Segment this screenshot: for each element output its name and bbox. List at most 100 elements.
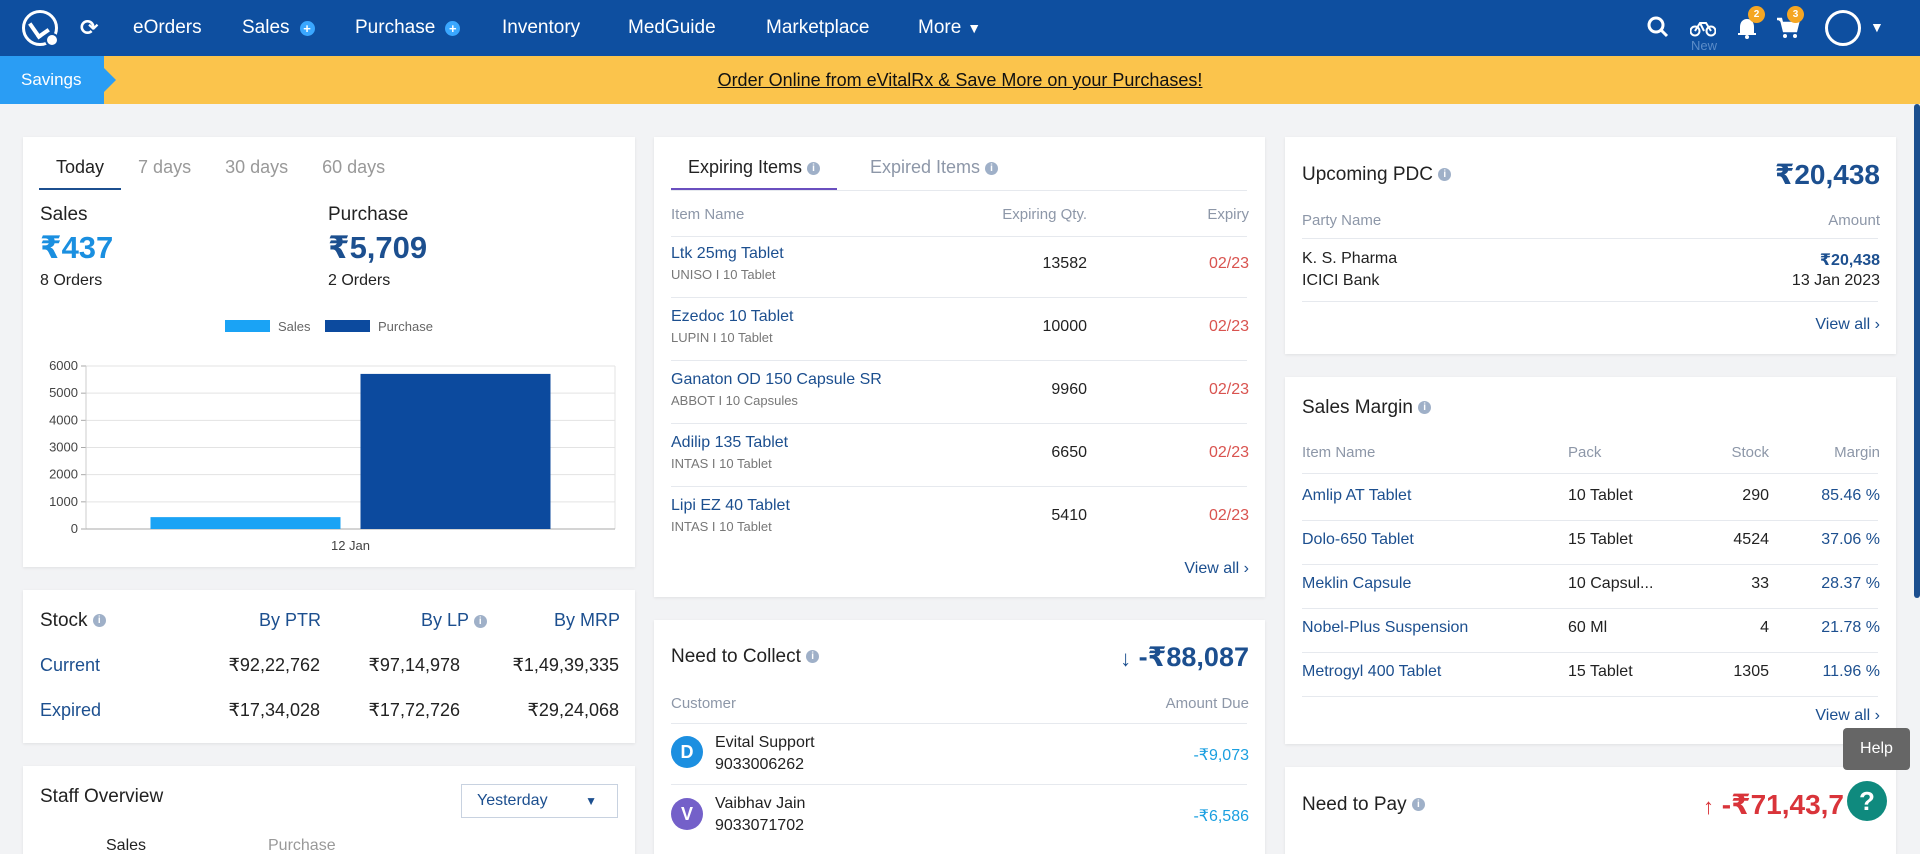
tab-30-days[interactable]: 30 days bbox=[225, 157, 289, 177]
pdc-info-icon[interactable]: i bbox=[1438, 168, 1452, 182]
pdc-row-divider bbox=[1302, 301, 1878, 302]
row-divider bbox=[671, 784, 1247, 785]
arrow-down-icon: ↓ bbox=[1120, 646, 1132, 671]
nav-purchase[interactable]: Purchase + bbox=[355, 17, 461, 39]
pdc-date: 13 Jan 2023 bbox=[1791, 272, 1880, 289]
col-by-lp[interactable]: By LP i bbox=[421, 610, 487, 631]
expired-info-icon[interactable]: i bbox=[985, 161, 999, 175]
stock-expired-ptr: ₹17,34,028 bbox=[228, 700, 320, 720]
legend-swatch bbox=[225, 320, 270, 332]
search-icon[interactable] bbox=[1647, 16, 1669, 38]
help-tooltip: Help bbox=[1843, 728, 1910, 770]
tab-expired-items[interactable]: Expired Items i bbox=[870, 157, 999, 178]
sales-plus-icon[interactable]: + bbox=[299, 20, 315, 36]
collect-header-divider bbox=[671, 723, 1247, 724]
tab-expiring-items[interactable]: Expiring Items i bbox=[671, 151, 838, 190]
item-name-link[interactable]: Lipi EZ 40 Tablet bbox=[671, 497, 790, 514]
nav-eorders-label: eOrders bbox=[133, 17, 202, 38]
refresh-icon[interactable]: ⟳ bbox=[80, 15, 99, 40]
nav-sales[interactable]: Sales + bbox=[242, 17, 315, 39]
nav-marketplace-label: Marketplace bbox=[766, 17, 870, 38]
cart-icon[interactable] bbox=[1776, 17, 1800, 39]
collect-info-icon[interactable]: i bbox=[806, 650, 820, 664]
margin-item-link[interactable]: Meklin Capsule bbox=[1302, 575, 1412, 592]
expiry-date: 02/23 bbox=[1208, 318, 1249, 335]
row-divider bbox=[1302, 564, 1878, 565]
nav-marketplace[interactable]: Marketplace bbox=[766, 17, 870, 39]
help-button[interactable]: ? bbox=[1847, 781, 1887, 821]
expiry-date: 02/23 bbox=[1208, 255, 1249, 272]
margin-title-text: Sales Margin bbox=[1302, 397, 1413, 418]
arrow-up-icon: ↑ bbox=[1703, 794, 1714, 819]
item-name-link[interactable]: Adilip 135 Tablet bbox=[671, 434, 789, 451]
pdc-title-text: Upcoming PDC bbox=[1302, 164, 1433, 185]
tab-today[interactable]: Today bbox=[39, 151, 122, 190]
stock-info-icon[interactable]: i bbox=[92, 614, 106, 628]
nav-more[interactable]: More ▼ bbox=[918, 17, 981, 39]
notification-badge: 2 bbox=[1748, 6, 1765, 23]
expiring-items-card: Expiring Items i Expired Items i Item Na… bbox=[654, 137, 1265, 597]
upcoming-pdc-card: Upcoming PDC i ₹20,438 Party Name Amount… bbox=[1285, 137, 1896, 354]
pdc-party: K. S. Pharma bbox=[1302, 250, 1398, 267]
row-divider bbox=[671, 360, 1247, 361]
tab-7-days[interactable]: 7 days bbox=[138, 157, 192, 177]
margin-item-link[interactable]: Amlip AT Tablet bbox=[1302, 487, 1412, 504]
purchase-plus-icon[interactable]: + bbox=[445, 20, 461, 36]
page-scrollbar[interactable] bbox=[1914, 104, 1920, 598]
customer-name[interactable]: Vaibhav Jain bbox=[715, 795, 806, 812]
tab-expired-text: Expired Items bbox=[870, 157, 981, 177]
expiring-qty: 10000 bbox=[1042, 318, 1088, 335]
customer-phone: 9033071702 bbox=[715, 817, 804, 834]
margin-item-link[interactable]: Metrogyl 400 Tablet bbox=[1302, 663, 1442, 680]
app-logo[interactable] bbox=[22, 10, 59, 47]
col-by-ptr[interactable]: By PTR bbox=[259, 610, 322, 630]
col-expiring-qty: Expiring Qty. bbox=[1002, 206, 1087, 223]
margin-stock: 33 bbox=[1751, 575, 1769, 592]
nav-inventory[interactable]: Inventory bbox=[502, 17, 580, 39]
bell-icon[interactable] bbox=[1737, 17, 1757, 39]
pay-amount: ↑ -₹71,43,7 bbox=[1703, 788, 1844, 821]
user-avatar[interactable] bbox=[1825, 10, 1861, 46]
nav-inventory-label: Inventory bbox=[502, 17, 581, 38]
expiring-view-all[interactable]: View all › bbox=[1184, 560, 1249, 578]
chevron-right-icon: › bbox=[1874, 707, 1880, 724]
margin-pack: 60 Ml bbox=[1568, 619, 1608, 636]
pdc-title: Upcoming PDC i bbox=[1302, 164, 1452, 186]
tab-60-days[interactable]: 60 days bbox=[322, 157, 386, 177]
margin-percent: 21.78 % bbox=[1821, 619, 1880, 636]
margin-view-all[interactable]: View all › bbox=[1815, 707, 1880, 725]
nav-more-label: More bbox=[918, 17, 962, 38]
margin-percent: 37.06 % bbox=[1821, 531, 1880, 548]
col-by-mrp[interactable]: By MRP bbox=[554, 610, 621, 630]
margin-item-link[interactable]: Dolo-650 Tablet bbox=[1302, 531, 1414, 548]
col-margin-item: Item Name bbox=[1302, 444, 1376, 461]
expiring-info-icon[interactable]: i bbox=[807, 161, 821, 175]
item-name-link[interactable]: Ezedoc 10 Tablet bbox=[671, 308, 794, 325]
staff-tab-purchase[interactable]: Purchase bbox=[268, 837, 336, 854]
item-meta: INTAS I 10 Tablet bbox=[671, 519, 772, 534]
by-lp-info-icon[interactable]: i bbox=[473, 614, 487, 628]
y-tick-label: 1000 bbox=[49, 494, 78, 509]
staff-period-select[interactable]: Yesterday ▼ bbox=[461, 784, 618, 818]
pdc-view-all[interactable]: View all › bbox=[1815, 316, 1880, 334]
pay-info-icon[interactable]: i bbox=[1411, 798, 1425, 812]
staff-tab-sales[interactable]: Sales bbox=[106, 837, 147, 854]
customer-avatar: V bbox=[671, 798, 703, 830]
nav-medguide[interactable]: MedGuide bbox=[628, 17, 716, 39]
expiry-date: 02/23 bbox=[1208, 444, 1249, 461]
item-name-link[interactable]: Ltk 25mg Tablet bbox=[671, 245, 784, 262]
pay-title-text: Need to Pay bbox=[1302, 794, 1407, 815]
promo-link[interactable]: Order Online from eVitalRx & Save More o… bbox=[717, 70, 1203, 90]
account-chevron-icon[interactable]: ▼ bbox=[1870, 19, 1884, 35]
margin-item-link[interactable]: Nobel-Plus Suspension bbox=[1302, 619, 1469, 636]
nav-eorders[interactable]: eOrders bbox=[133, 17, 202, 39]
stock-row-current-label[interactable]: Current bbox=[40, 655, 101, 675]
item-meta: INTAS I 10 Tablet bbox=[671, 456, 772, 471]
margin-info-icon[interactable]: i bbox=[1418, 401, 1432, 415]
item-name-link[interactable]: Ganaton OD 150 Capsule SR bbox=[671, 371, 882, 388]
bike-delivery-icon[interactable] bbox=[1690, 17, 1716, 37]
customer-name[interactable]: Evital Support bbox=[715, 734, 815, 751]
stock-row-expired-label[interactable]: Expired bbox=[40, 700, 102, 720]
y-tick-label: 3000 bbox=[49, 440, 78, 455]
nav-medguide-label: MedGuide bbox=[628, 17, 716, 38]
